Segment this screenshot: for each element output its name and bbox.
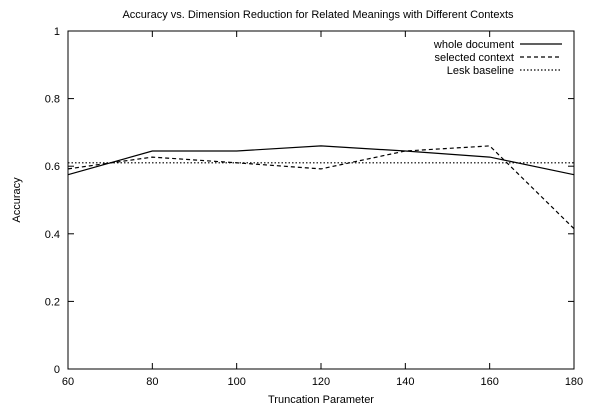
x-axis-label: Truncation Parameter: [268, 394, 374, 406]
x-axis-ticks: 60 80 100 120 140 160 180: [62, 31, 583, 388]
legend-label: whole document: [433, 39, 514, 51]
y-tick-label: 1: [54, 26, 60, 38]
y-tick-label: 0.6: [45, 161, 60, 173]
series-lines: [67, 145, 575, 230]
y-tick-label: 0.4: [45, 229, 60, 241]
y-tick-label: 0.2: [45, 296, 60, 308]
y-tick-label: 0.8: [45, 94, 60, 106]
legend-label: Lesk baseline: [447, 65, 514, 77]
y-tick-label: 0: [54, 364, 60, 376]
y-axis-label: Accuracy: [11, 177, 23, 223]
x-tick-label: 120: [312, 376, 330, 388]
x-tick-label: 60: [62, 376, 74, 388]
legend-label: selected context: [435, 52, 515, 64]
plot-frame: [67, 30, 575, 370]
series-line-whole-document: [67, 145, 575, 176]
x-tick-label: 140: [396, 376, 414, 388]
y-axis-ticks: 0 0.2 0.4 0.6 0.8 1: [45, 26, 574, 376]
chart-title: Accuracy vs. Dimension Reduction for Rel…: [122, 9, 514, 21]
x-tick-label: 160: [480, 376, 498, 388]
x-tick-label: 180: [565, 376, 583, 388]
x-tick-label: 100: [227, 376, 245, 388]
x-tick-label: 80: [146, 376, 158, 388]
series-line-selected-context: [67, 145, 575, 230]
